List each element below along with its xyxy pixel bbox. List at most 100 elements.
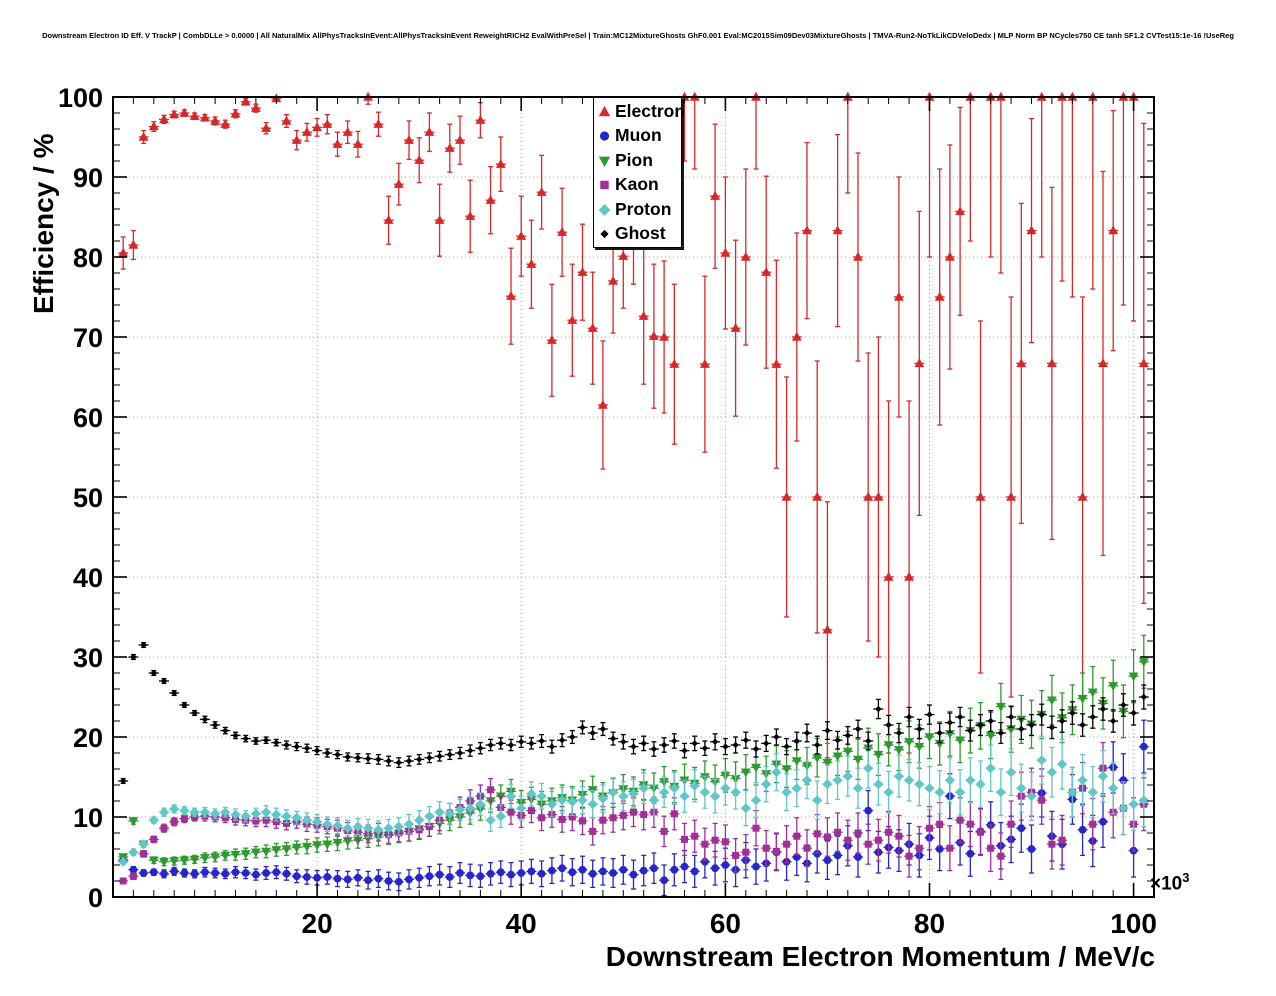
data-marker	[578, 865, 587, 874]
y-tick-label: 60	[73, 403, 103, 433]
data-marker	[813, 849, 822, 858]
data-marker	[689, 780, 700, 791]
series-ghost	[118, 641, 1149, 785]
data-marker	[822, 779, 833, 790]
data-marker	[1058, 836, 1066, 844]
data-marker	[465, 803, 476, 814]
data-marker	[977, 828, 984, 836]
data-marker	[342, 823, 353, 834]
data-marker	[781, 765, 792, 775]
data-marker	[465, 211, 476, 220]
data-marker	[904, 775, 915, 786]
data-marker	[620, 738, 627, 745]
data-marker	[475, 799, 486, 810]
data-marker	[342, 127, 353, 136]
data-marker	[793, 737, 800, 745]
data-marker	[169, 109, 180, 119]
data-marker	[680, 862, 689, 871]
data-marker	[507, 808, 515, 816]
data-marker	[426, 754, 433, 761]
x-tick-label: 60	[710, 908, 741, 939]
data-marker	[283, 741, 290, 749]
data-marker	[955, 787, 966, 798]
data-marker	[955, 206, 965, 216]
data-marker	[221, 814, 229, 822]
data-marker	[966, 820, 974, 828]
data-marker	[832, 752, 843, 762]
data-marker	[240, 811, 251, 822]
y-tick-label: 20	[73, 723, 103, 753]
data-marker	[557, 227, 567, 236]
data-marker	[303, 745, 311, 752]
kaon-square-marker-icon	[597, 177, 612, 192]
data-marker	[1099, 817, 1107, 826]
data-marker	[1006, 491, 1016, 501]
data-marker	[812, 491, 823, 501]
data-marker	[262, 737, 270, 744]
data-marker	[885, 721, 892, 729]
data-marker	[393, 179, 404, 188]
data-marker	[271, 846, 282, 855]
data-marker	[404, 819, 414, 830]
y-tick-label: 70	[73, 323, 103, 353]
data-marker	[1038, 711, 1045, 718]
data-marker	[791, 783, 802, 794]
data-marker	[863, 763, 874, 774]
data-marker	[506, 791, 516, 802]
data-marker	[722, 743, 729, 750]
data-marker	[873, 491, 884, 501]
data-marker	[926, 824, 933, 832]
data-marker	[996, 702, 1006, 712]
legend-label: Pion	[615, 149, 653, 170]
data-marker	[220, 851, 231, 861]
data-marker	[312, 122, 322, 132]
data-marker	[660, 741, 668, 749]
data-marker	[987, 717, 994, 725]
data-marker	[445, 873, 454, 881]
data-marker	[230, 809, 241, 820]
data-marker	[885, 828, 893, 836]
data-marker	[802, 775, 812, 786]
legend-label: Proton	[615, 198, 672, 219]
data-marker	[577, 267, 588, 276]
data-marker	[1047, 358, 1057, 368]
data-marker	[802, 225, 812, 235]
data-marker	[119, 877, 127, 885]
data-marker	[222, 727, 229, 734]
data-marker	[1067, 787, 1078, 798]
data-marker	[1089, 820, 1097, 828]
data-marker	[1047, 696, 1057, 706]
data-marker	[946, 844, 954, 852]
data-marker	[1108, 225, 1119, 235]
data-marker	[374, 874, 383, 883]
y-tick-label: 80	[73, 243, 103, 273]
data-marker	[936, 729, 943, 737]
data-marker	[710, 791, 721, 802]
legend: Electron Muon Pion Kaon Proton Ghost	[593, 97, 685, 248]
data-marker	[710, 191, 720, 200]
data-marker	[1130, 709, 1137, 717]
data-marker	[538, 737, 545, 745]
data-marker	[773, 733, 780, 741]
data-marker	[1016, 783, 1027, 794]
data-marker	[671, 737, 678, 745]
data-marker	[701, 745, 709, 752]
data-marker	[527, 807, 535, 815]
data-marker	[681, 835, 688, 843]
data-marker	[883, 741, 894, 751]
data-marker	[944, 775, 955, 786]
data-marker	[803, 844, 811, 852]
data-marker	[618, 791, 629, 802]
data-marker	[965, 775, 976, 786]
data-marker	[169, 804, 180, 814]
data-marker	[650, 864, 658, 873]
legend-item-proton: Proton	[597, 197, 681, 221]
data-marker	[353, 139, 363, 148]
data-marker	[548, 866, 556, 875]
data-marker	[364, 755, 372, 762]
data-marker	[281, 811, 292, 822]
x-tick-label: 40	[506, 908, 537, 939]
data-marker	[323, 873, 332, 881]
data-marker	[781, 787, 792, 798]
data-marker	[1026, 791, 1037, 802]
